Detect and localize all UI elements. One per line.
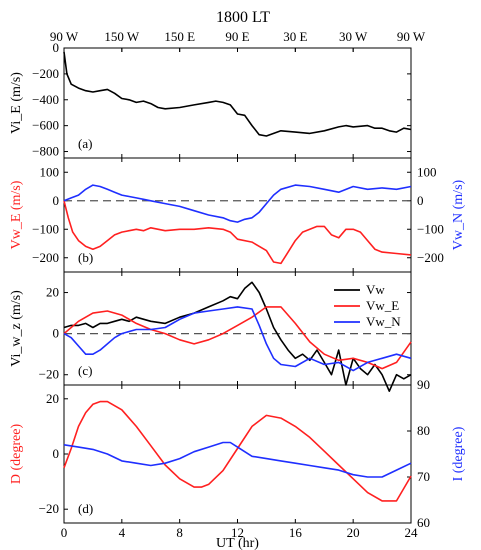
y-tick-label: 100 [40, 164, 60, 179]
x-tick-label: 8 [176, 525, 183, 540]
longitude-tick-label: 150 W [104, 29, 140, 44]
y-tick-label: −800 [32, 144, 59, 159]
series-line-s0 [63, 200, 412, 265]
panel-b: 100 0 −100 −200 100 0 −100 −200 Vw_N (m/s) Vw_E (… [9, 157, 466, 273]
y-axis-label: Vw_E (m/s) [9, 180, 24, 249]
y-right-tick-label: 90 [417, 377, 430, 392]
y-tick-label: −20 [39, 367, 59, 382]
x-tick-label: 12 [231, 525, 244, 540]
y-tick-label: 0 [53, 326, 60, 341]
panel-label: (b) [78, 250, 93, 265]
y-axis-label: Vi_w_z (m/s) [9, 290, 24, 367]
y-right-tick-label: −200 [417, 250, 444, 265]
y-right-tick-label: −100 [417, 221, 444, 236]
longitude-tick-label: 30 W [339, 29, 368, 44]
y-tick-label: −600 [32, 118, 59, 133]
series-line-vw_e [63, 306, 412, 370]
y-tick-label: 0 [53, 40, 60, 55]
y-tick-label: 20 [46, 391, 59, 406]
panel-frame [63, 47, 412, 159]
y-right-tick-label: 0 [417, 193, 424, 208]
y-tick-label: −100 [32, 221, 59, 236]
legend-entry: Vw_E [366, 298, 399, 313]
series-line-s1 [63, 184, 412, 223]
y-right-tick-label: 70 [417, 469, 430, 484]
panel-a: 0 −200 −400 −600 −800 Vi_E (m/s) (a) [9, 40, 412, 159]
y-right-tick-label: 60 [417, 515, 430, 530]
legend-entry: Vw_N [366, 314, 401, 329]
y-axis-label: Vi_E (m/s) [9, 72, 24, 134]
x-tick-label: 0 [61, 525, 68, 540]
y-tick-label: 20 [46, 285, 59, 300]
series-line-vw_n [63, 306, 412, 372]
chart-title: 1800 LT [216, 9, 270, 26]
x-tick-label: 20 [347, 525, 360, 540]
longitude-tick-label: 90 W [397, 29, 426, 44]
x-tick-label: 24 [405, 525, 419, 540]
longitude-tick-label: 150 E [164, 29, 195, 44]
x-tick-label: 16 [289, 525, 303, 540]
longitude-tick-label: 90 E [225, 29, 249, 44]
series-line-s0 [63, 51, 412, 137]
series-line-s0 [63, 400, 412, 502]
panel-label: (d) [78, 501, 93, 516]
x-tick-label: 4 [119, 525, 126, 540]
longitude-tick-label: 90 W [50, 29, 79, 44]
longitude-tick-label: 30 E [283, 29, 307, 44]
series-line-vw [63, 281, 412, 392]
y-right-axis-label: I (degree) [451, 426, 466, 481]
y-tick-label: 0 [53, 446, 60, 461]
x-axis-label: UT (hr) [216, 536, 259, 550]
y-right-axis-label: Vw_N (m/s) [451, 179, 466, 250]
y-tick-label: −200 [32, 66, 59, 81]
panel-label: (c) [78, 363, 92, 378]
y-axis-label: D (degree) [9, 424, 24, 485]
y-right-tick-label: 80 [417, 423, 430, 438]
y-right-tick-label: 100 [417, 164, 437, 179]
y-tick-label: 0 [53, 193, 60, 208]
panel-label: (a) [78, 136, 92, 151]
panel-frame [63, 157, 412, 273]
y-tick-label: −20 [39, 501, 59, 516]
y-tick-label: −200 [32, 250, 59, 265]
series-line-s1 [63, 441, 412, 478]
legend-entry: Vw [366, 282, 385, 297]
y-tick-label: −400 [32, 92, 59, 107]
